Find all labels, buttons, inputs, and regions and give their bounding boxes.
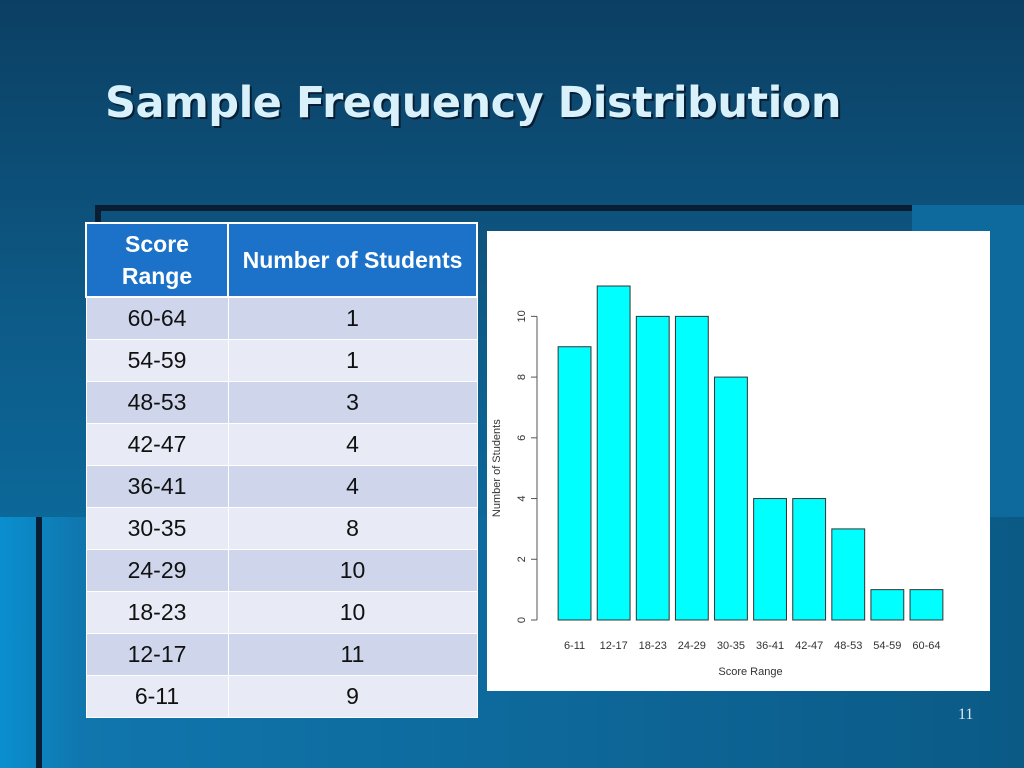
cell-number-of-students: 10	[227, 591, 478, 634]
bar	[557, 346, 592, 621]
cell-number-of-students: 11	[227, 633, 478, 676]
table-row: 48-53 3	[85, 381, 478, 424]
x-tick-label: 48-53	[834, 640, 862, 652]
cell-number-of-students: 4	[227, 423, 478, 466]
cell-score-range: 36-41	[85, 465, 229, 508]
cell-number-of-students: 1	[227, 296, 478, 340]
x-tick-label: 18-23	[639, 640, 667, 652]
cell-score-range: 6-11	[85, 675, 229, 718]
table-row: 6-11 9	[85, 675, 478, 718]
y-tick-label: 8	[516, 374, 528, 380]
bar	[831, 528, 866, 621]
cell-score-range: 24-29	[85, 549, 229, 592]
cell-score-range: 42-47	[85, 423, 229, 466]
bar	[792, 498, 827, 621]
x-tick-label: 36-41	[756, 640, 784, 652]
x-tick-label: 42-47	[795, 640, 823, 652]
bar	[596, 285, 631, 621]
table-row: 54-59 1	[85, 339, 478, 382]
y-tick-label: 4	[516, 495, 528, 501]
page-number: 11	[958, 706, 974, 723]
cell-score-range: 60-64	[85, 296, 229, 340]
cell-number-of-students: 9	[227, 675, 478, 718]
x-tick-label: 12-17	[600, 640, 628, 652]
x-tick-label: 30-35	[717, 640, 745, 652]
x-tick-label: 60-64	[912, 640, 940, 652]
y-axis-label: Number of Students	[491, 419, 503, 517]
bar	[909, 589, 944, 621]
decor-panel-low-shadow	[36, 517, 42, 768]
header-number-of-students: Number of Students	[227, 222, 478, 298]
x-tick-label: 6-11	[564, 640, 585, 652]
frequency-table: Score Range Number of Students 60-64 1 5…	[85, 222, 478, 718]
table-row: 24-29 10	[85, 549, 478, 592]
cell-score-range: 54-59	[85, 339, 229, 382]
cell-score-range: 48-53	[85, 381, 229, 424]
bar-chart: 6-11 12-17 18-23 24-29 30-35 36-41 42-47 48-53 5…	[491, 285, 944, 678]
y-tick-label: 6	[516, 435, 528, 441]
table-row: 42-47 4	[85, 423, 478, 466]
cell-number-of-students: 8	[227, 507, 478, 550]
y-tick-label: 2	[516, 556, 528, 562]
y-tick-label: 0	[516, 617, 528, 623]
table-row: 30-35 8	[85, 507, 478, 550]
cell-score-range: 18-23	[85, 591, 229, 634]
x-tick-label: 54-59	[873, 640, 901, 652]
cell-number-of-students: 10	[227, 549, 478, 592]
cell-number-of-students: 4	[227, 465, 478, 508]
bar	[753, 498, 787, 621]
cell-number-of-students: 3	[227, 381, 478, 424]
x-tick-label: 24-29	[678, 640, 706, 652]
cell-number-of-students: 1	[227, 339, 478, 382]
table-header-row: Score Range Number of Students	[85, 222, 478, 298]
y-tick-label: 10	[516, 310, 528, 322]
bar	[870, 589, 905, 621]
table-row: 18-23 10	[85, 591, 478, 634]
bar	[635, 315, 670, 621]
bar	[674, 315, 709, 621]
table-row: 60-64 1	[85, 296, 478, 340]
x-axis-label: Score Range	[718, 666, 782, 678]
table-row: 12-17 11	[85, 633, 478, 676]
bar	[714, 376, 748, 621]
slide-title: Sample Frequency Distribution	[105, 78, 841, 128]
cell-score-range: 12-17	[85, 633, 229, 676]
table-row: 36-41 4	[85, 465, 478, 508]
bar-chart-panel: 6-11 12-17 18-23 24-29 30-35 36-41 42-47 48-53 5…	[487, 231, 990, 691]
header-score-range: Score Range	[85, 222, 229, 298]
cell-score-range: 30-35	[85, 507, 229, 550]
decor-band-top	[95, 205, 915, 211]
